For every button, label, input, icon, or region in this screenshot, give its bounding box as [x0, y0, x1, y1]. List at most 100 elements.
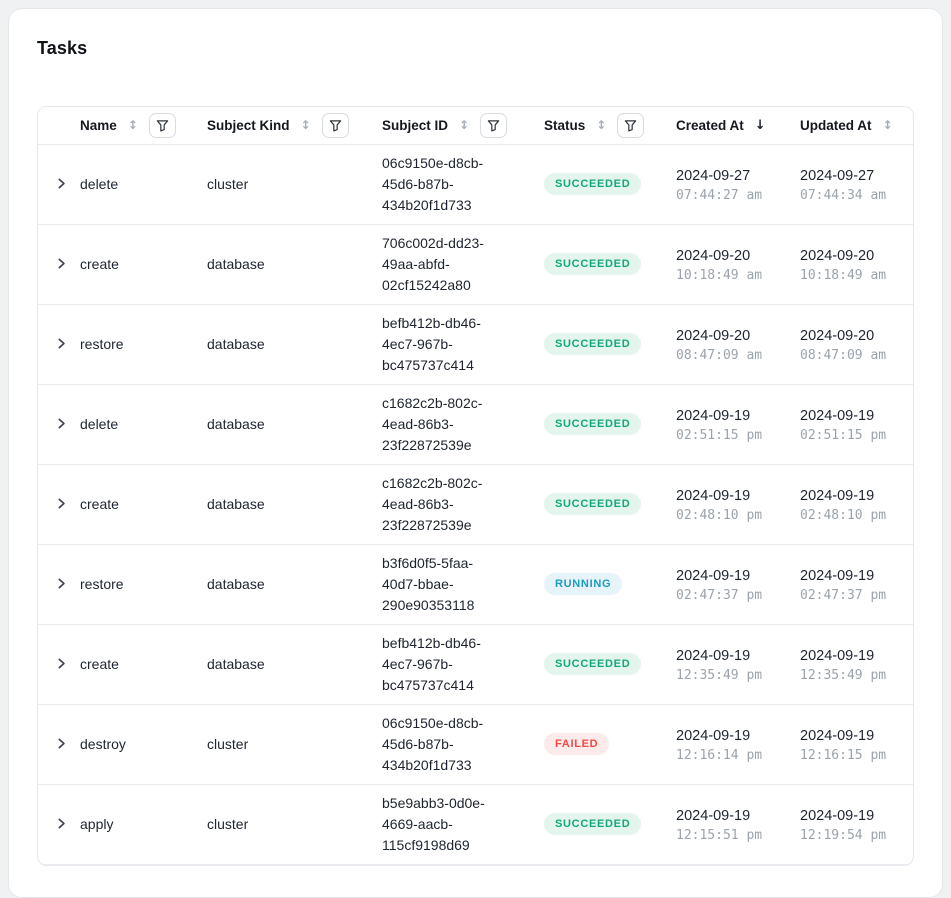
- status-badge: SUCCEEDED: [544, 813, 642, 835]
- created-date: 2024-09-19: [676, 807, 751, 824]
- column-label: Updated At: [800, 117, 872, 133]
- sort-icon[interactable]: ↕: [596, 118, 607, 133]
- subject-kind: database: [207, 416, 265, 432]
- status-badge: SUCCEEDED: [544, 653, 642, 675]
- created-time: 12:35:49 pm: [676, 667, 763, 683]
- expand-row-chevron-icon[interactable]: [53, 655, 69, 671]
- filter-button[interactable]: [480, 112, 508, 138]
- status-badge: SUCCEEDED: [544, 333, 642, 355]
- expand-row-chevron-icon[interactable]: [53, 575, 69, 591]
- updated-date: 2024-09-20: [800, 327, 875, 344]
- updated-time: 07:44:34 am: [800, 187, 887, 203]
- updated-time: 02:48:10 pm: [800, 507, 887, 523]
- created-date: 2024-09-20: [676, 247, 751, 264]
- sort-icon[interactable]: ↕: [882, 118, 893, 133]
- task-name: apply: [80, 816, 114, 832]
- tasks-table-card: Name ↕ Subject Kind ↕ Subject ID ↕: [37, 106, 914, 866]
- status-badge: SUCCEEDED: [544, 253, 642, 275]
- created-date: 2024-09-19: [676, 407, 751, 424]
- filter-button[interactable]: [617, 112, 645, 138]
- table-row: apply cluster b5e9abb3-0d0e-4669-aacb-11…: [38, 784, 913, 864]
- subject-id: c1682c2b-802c-4ead-86b3-23f22872539e: [382, 474, 483, 533]
- column-label: Status: [544, 117, 586, 133]
- subject-id: 706c002d-dd23-49aa-abfd-02cf15242a80: [382, 234, 484, 293]
- page-title: Tasks: [37, 38, 88, 58]
- expand-row-chevron-icon[interactable]: [53, 815, 69, 831]
- subject-id: b3f6d0f5-5faa-40d7-bbae-290e90353118: [382, 554, 475, 613]
- column-label: Name: [80, 117, 117, 133]
- page-card: Tasks Name ↕ Subject Kind ↕: [8, 8, 943, 898]
- expander-column-header: [38, 107, 68, 145]
- created-time: 02:48:10 pm: [676, 507, 763, 523]
- column-header: Created At ↓: [664, 107, 788, 145]
- updated-date: 2024-09-19: [800, 567, 875, 584]
- subject-id: 06c9150e-d8cb-45d6-b87b-434b20f1d733: [382, 714, 484, 773]
- expand-row-chevron-icon[interactable]: [53, 495, 69, 511]
- created-date: 2024-09-19: [676, 487, 751, 504]
- subject-kind: database: [207, 256, 265, 272]
- sort-icon[interactable]: ↓: [754, 117, 766, 133]
- created-date: 2024-09-19: [676, 567, 751, 584]
- updated-date: 2024-09-20: [800, 247, 875, 264]
- column-label: Subject ID: [382, 117, 449, 133]
- updated-time: 02:47:37 pm: [800, 587, 887, 603]
- funnel-icon: [487, 120, 500, 132]
- created-time: 07:44:27 am: [676, 187, 763, 203]
- task-name: create: [80, 496, 119, 512]
- updated-time: 08:47:09 am: [800, 347, 887, 363]
- sort-icon[interactable]: ↕: [300, 118, 311, 133]
- table-row: delete database c1682c2b-802c-4ead-86b3-…: [38, 384, 913, 464]
- funnel-icon: [625, 120, 637, 132]
- subject-kind: database: [207, 336, 265, 352]
- column-header: Subject ID ↕: [370, 107, 532, 145]
- column-header: Status ↕: [532, 107, 664, 145]
- table-row: delete cluster 06c9150e-d8cb-45d6-b87b-4…: [38, 144, 913, 224]
- updated-date: 2024-09-19: [800, 487, 875, 504]
- header-row: Name ↕ Subject Kind ↕ Subject ID ↕: [38, 107, 913, 145]
- expand-row-chevron-icon[interactable]: [53, 175, 69, 191]
- expand-row-chevron-icon[interactable]: [53, 415, 69, 431]
- updated-time: 10:18:49 am: [800, 267, 887, 283]
- subject-id: 06c9150e-d8cb-45d6-b87b-434b20f1d733: [382, 154, 484, 213]
- task-name: create: [80, 656, 119, 672]
- subject-kind: database: [207, 576, 265, 592]
- task-name: delete: [80, 416, 119, 432]
- status-badge: SUCCEEDED: [544, 413, 642, 435]
- created-date: 2024-09-20: [676, 327, 751, 344]
- created-time: 02:47:37 pm: [676, 587, 763, 603]
- column-header: Subject Kind ↕: [195, 107, 370, 145]
- funnel-icon: [329, 120, 341, 132]
- funnel-icon: [156, 120, 169, 132]
- subject-id: b5e9abb3-0d0e-4669-aacb-115cf9198d69: [382, 794, 485, 853]
- table-row: create database 706c002d-dd23-49aa-abfd-…: [38, 224, 913, 304]
- created-date: 2024-09-19: [676, 647, 751, 664]
- column-label: Created At: [676, 117, 744, 133]
- status-badge: SUCCEEDED: [544, 493, 642, 515]
- filter-button[interactable]: [321, 112, 349, 138]
- expand-row-chevron-icon[interactable]: [53, 335, 69, 351]
- task-name: restore: [80, 336, 124, 352]
- column-label: Subject Kind: [207, 117, 290, 133]
- updated-date: 2024-09-19: [800, 647, 875, 664]
- tasks-table: Name ↕ Subject Kind ↕ Subject ID ↕: [38, 107, 913, 865]
- sort-icon[interactable]: ↕: [127, 118, 138, 133]
- subject-kind: database: [207, 496, 265, 512]
- created-time: 10:18:49 am: [676, 267, 763, 283]
- subject-kind: cluster: [207, 736, 249, 752]
- expand-row-chevron-icon[interactable]: [53, 735, 69, 751]
- task-name: restore: [80, 576, 124, 592]
- created-date: 2024-09-19: [676, 727, 751, 744]
- created-time: 12:16:14 pm: [676, 747, 763, 763]
- task-name: destroy: [80, 736, 126, 752]
- subject-kind: cluster: [207, 816, 249, 832]
- updated-time: 12:19:54 pm: [800, 827, 887, 843]
- sort-icon[interactable]: ↕: [459, 118, 470, 133]
- filter-button[interactable]: [148, 112, 176, 138]
- subject-id: befb412b-db46-4ec7-967b-bc475737c414: [382, 634, 481, 693]
- expand-row-chevron-icon[interactable]: [53, 255, 69, 271]
- created-time: 12:15:51 pm: [676, 827, 763, 843]
- table-row: create database befb412b-db46-4ec7-967b-…: [38, 624, 913, 704]
- updated-date: 2024-09-19: [800, 807, 875, 824]
- status-badge: FAILED: [544, 733, 610, 755]
- updated-time: 02:51:15 pm: [800, 427, 887, 443]
